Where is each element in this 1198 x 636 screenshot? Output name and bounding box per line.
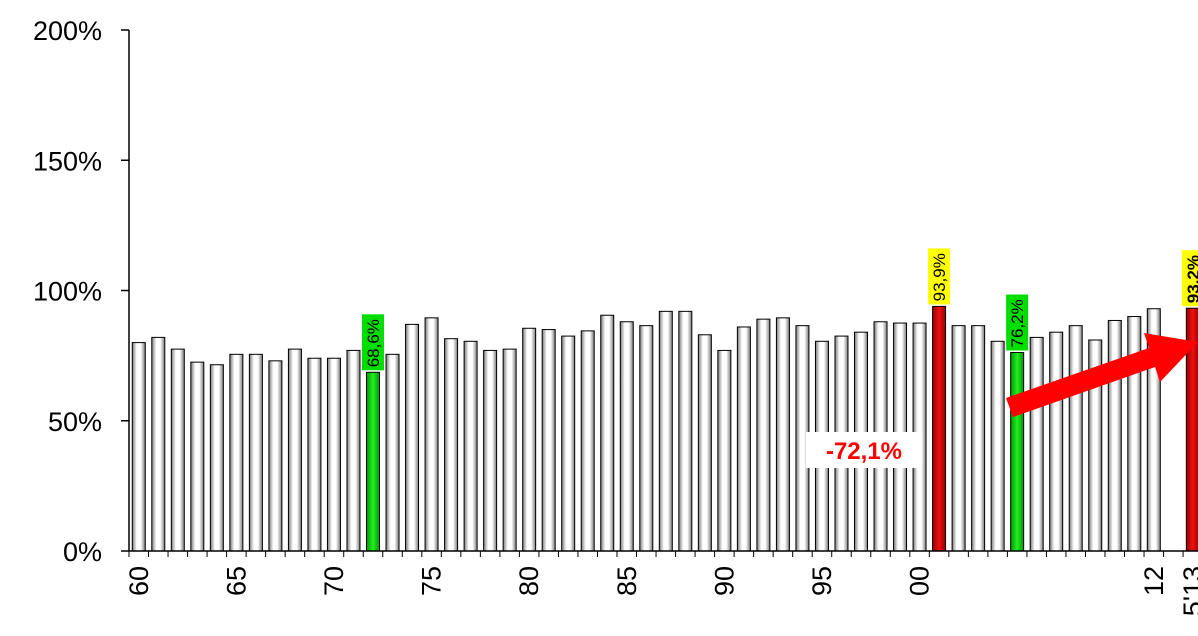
bar (1068, 325, 1083, 552)
bar (775, 317, 790, 552)
x-tick-label: 5'13 (1178, 566, 1198, 616)
bar (151, 336, 166, 552)
bar-value-label: 76,2% (1008, 299, 1027, 347)
x-tick-label: 12 (1139, 566, 1169, 596)
bars (131, 305, 1198, 552)
annotation: -72,1% (806, 333, 1198, 468)
bar (678, 310, 693, 552)
bar (307, 357, 322, 552)
bar (1029, 336, 1044, 552)
bar (1049, 331, 1064, 552)
bar (580, 330, 595, 552)
bar (463, 340, 478, 552)
bar (483, 349, 498, 552)
x-tick-label: 95 (807, 566, 837, 596)
bar (736, 326, 751, 552)
bar (131, 342, 146, 552)
bar (1010, 351, 1025, 552)
y-tick-label: 50% (48, 407, 102, 437)
bar (405, 323, 420, 552)
x-tick-label: 85 (612, 566, 642, 596)
x-tick-label: 00 (905, 566, 935, 596)
x-tick-label: 60 (124, 566, 154, 596)
bar-labels: 68,6% 93,9% 76,2% 93.2% (362, 248, 1198, 371)
y-tick-label: 200% (33, 16, 102, 46)
x-tick-label: 90 (709, 566, 739, 596)
bar-value-label: 93,9% (930, 253, 949, 301)
bar (951, 325, 966, 552)
trend-arrow (1006, 333, 1198, 417)
trend-arrow-shape (1006, 333, 1198, 417)
x-axis: 60 65 70 75 80 85 90 95 00 12 5'13 (124, 550, 1198, 616)
bar (971, 325, 986, 552)
bar (697, 334, 712, 552)
annotation-text: -72,1% (826, 438, 902, 465)
x-tick-label: 80 (514, 566, 544, 596)
bar-value-label: 93.2% (1184, 255, 1198, 303)
x-tick-label: 65 (221, 566, 251, 596)
bar (444, 338, 459, 552)
bar-label-bg (928, 248, 951, 305)
bar-value-label: 68,6% (364, 319, 383, 367)
bar (541, 329, 556, 552)
annotation-box (806, 432, 922, 468)
bar-label-bg (1181, 250, 1198, 307)
y-tick-label: 0% (63, 537, 102, 567)
bar (268, 360, 283, 552)
bar (502, 348, 517, 552)
x-tick-label: 75 (417, 566, 447, 596)
bar (990, 340, 1005, 552)
bar (346, 349, 361, 552)
bar (424, 317, 439, 552)
x-tick-label: 70 (319, 566, 349, 596)
bar (600, 314, 615, 552)
bar (170, 348, 185, 552)
bar (229, 353, 244, 552)
bar (658, 310, 673, 552)
y-tick-label: 100% (33, 277, 102, 307)
bar (756, 318, 771, 552)
bar (248, 353, 263, 552)
bar (717, 349, 732, 552)
bar (1107, 319, 1122, 552)
bar-label-bg (1006, 294, 1029, 351)
bar (287, 348, 302, 552)
bar (326, 357, 341, 552)
bar (619, 321, 634, 552)
bar (932, 305, 947, 552)
bar (385, 353, 400, 552)
bar (522, 327, 537, 552)
y-axis: 0% 50% 100% 150% 200% (33, 16, 130, 567)
bar (190, 361, 205, 552)
y-tick-label: 150% (33, 146, 102, 176)
bar-label-bg (362, 314, 384, 371)
bar (209, 364, 224, 552)
bar (561, 335, 576, 552)
bar (639, 325, 654, 552)
bar (366, 371, 380, 552)
